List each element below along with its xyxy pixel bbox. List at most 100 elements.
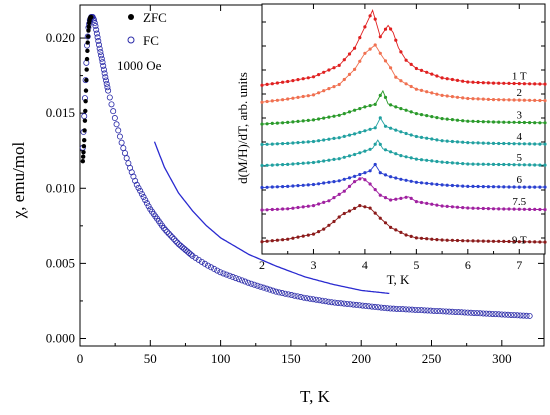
inset-point bbox=[419, 200, 424, 205]
fc-point bbox=[517, 312, 524, 319]
inset-point bbox=[491, 185, 496, 189]
inset-point bbox=[425, 136, 429, 140]
inset-point bbox=[533, 98, 537, 102]
fc-point bbox=[307, 295, 314, 302]
inset-point bbox=[317, 91, 321, 95]
inset-point bbox=[301, 94, 305, 99]
inset-point bbox=[301, 234, 305, 238]
inset-point bbox=[363, 178, 367, 182]
inset-point bbox=[445, 204, 449, 208]
inset-point bbox=[507, 81, 511, 85]
fc-point bbox=[108, 101, 115, 108]
inset-point bbox=[486, 239, 490, 243]
inset-point bbox=[517, 120, 521, 124]
inset-point bbox=[270, 207, 274, 212]
inset-point bbox=[270, 99, 274, 103]
fc-point bbox=[347, 301, 354, 308]
fc-point bbox=[242, 278, 249, 285]
inset-point bbox=[383, 124, 388, 128]
inset-point bbox=[394, 176, 398, 180]
zfc-point bbox=[84, 77, 89, 83]
inset-point bbox=[353, 67, 357, 71]
main-x-tick-label: 200 bbox=[351, 351, 371, 366]
fc-point bbox=[461, 309, 468, 316]
inset-point bbox=[399, 130, 403, 134]
inset-series-label: 2 bbox=[517, 87, 523, 99]
fc-point bbox=[303, 295, 310, 302]
inset-point bbox=[317, 230, 321, 234]
inset-point bbox=[491, 207, 496, 211]
inset-point bbox=[533, 240, 537, 244]
inset-point bbox=[301, 205, 305, 209]
inset-point bbox=[275, 185, 279, 189]
inset-point bbox=[430, 72, 434, 76]
inset-point bbox=[517, 185, 521, 189]
inset-point bbox=[301, 140, 305, 144]
inset-point bbox=[497, 239, 501, 243]
inset-point bbox=[368, 182, 372, 186]
inset-point bbox=[265, 185, 269, 189]
inset-point bbox=[363, 25, 367, 29]
inset-point bbox=[399, 230, 403, 234]
fc-point bbox=[220, 270, 227, 277]
inset-point bbox=[512, 98, 516, 102]
fc-point bbox=[263, 285, 270, 292]
inset-point bbox=[430, 202, 434, 206]
inset-point bbox=[476, 80, 480, 85]
inset-point bbox=[306, 118, 310, 122]
inset-point bbox=[373, 142, 377, 146]
inset-point bbox=[363, 149, 367, 153]
inset-point bbox=[327, 223, 331, 227]
fc-point bbox=[483, 310, 490, 317]
inset-point bbox=[404, 131, 408, 136]
inset-point bbox=[368, 147, 372, 151]
main-y-axis-label: χ, emu/mol bbox=[9, 141, 28, 219]
inset-point bbox=[389, 126, 393, 130]
fc-point bbox=[501, 311, 508, 318]
inset-point bbox=[471, 206, 475, 210]
fc-point bbox=[418, 307, 425, 314]
inset-point bbox=[399, 154, 403, 158]
inset-point bbox=[389, 66, 393, 70]
field-annotation: 1000 Oe bbox=[117, 58, 162, 73]
fc-point bbox=[100, 62, 107, 69]
inset-point bbox=[528, 121, 532, 125]
fc-point bbox=[91, 20, 98, 27]
inset-point bbox=[342, 177, 346, 181]
inset-point bbox=[332, 66, 336, 70]
fc-point bbox=[279, 290, 286, 297]
fc-point bbox=[328, 299, 335, 306]
inset-point bbox=[327, 87, 331, 91]
inset-point bbox=[281, 163, 285, 167]
inset-point bbox=[368, 104, 372, 108]
inset-point bbox=[363, 105, 367, 109]
inset-point bbox=[528, 163, 532, 167]
inset-x-tick-label: 2 bbox=[259, 258, 265, 272]
inset-point bbox=[265, 99, 269, 104]
inset-point bbox=[306, 204, 310, 208]
inset-point bbox=[368, 47, 372, 51]
inset-point bbox=[481, 239, 485, 243]
inset-point bbox=[445, 77, 449, 81]
inset-point bbox=[286, 237, 290, 241]
inset-point bbox=[322, 89, 326, 93]
inset-point bbox=[455, 238, 460, 243]
zfc-point bbox=[83, 108, 88, 114]
inset-point bbox=[528, 207, 532, 211]
inset-point bbox=[342, 112, 346, 116]
inset-point bbox=[486, 81, 490, 85]
inset-point bbox=[394, 105, 398, 109]
inset-point bbox=[296, 141, 300, 145]
inset-point bbox=[332, 196, 336, 200]
inset-point bbox=[435, 182, 439, 186]
inset-point bbox=[296, 162, 300, 166]
inset-point bbox=[383, 27, 388, 31]
inset-point bbox=[389, 150, 393, 154]
zfc-point bbox=[84, 67, 89, 72]
inset-point bbox=[528, 142, 532, 146]
fc-point bbox=[337, 300, 344, 307]
inset-point bbox=[538, 121, 542, 125]
inset-point bbox=[435, 74, 439, 78]
fc-point bbox=[245, 279, 252, 286]
fc-point bbox=[470, 309, 477, 316]
